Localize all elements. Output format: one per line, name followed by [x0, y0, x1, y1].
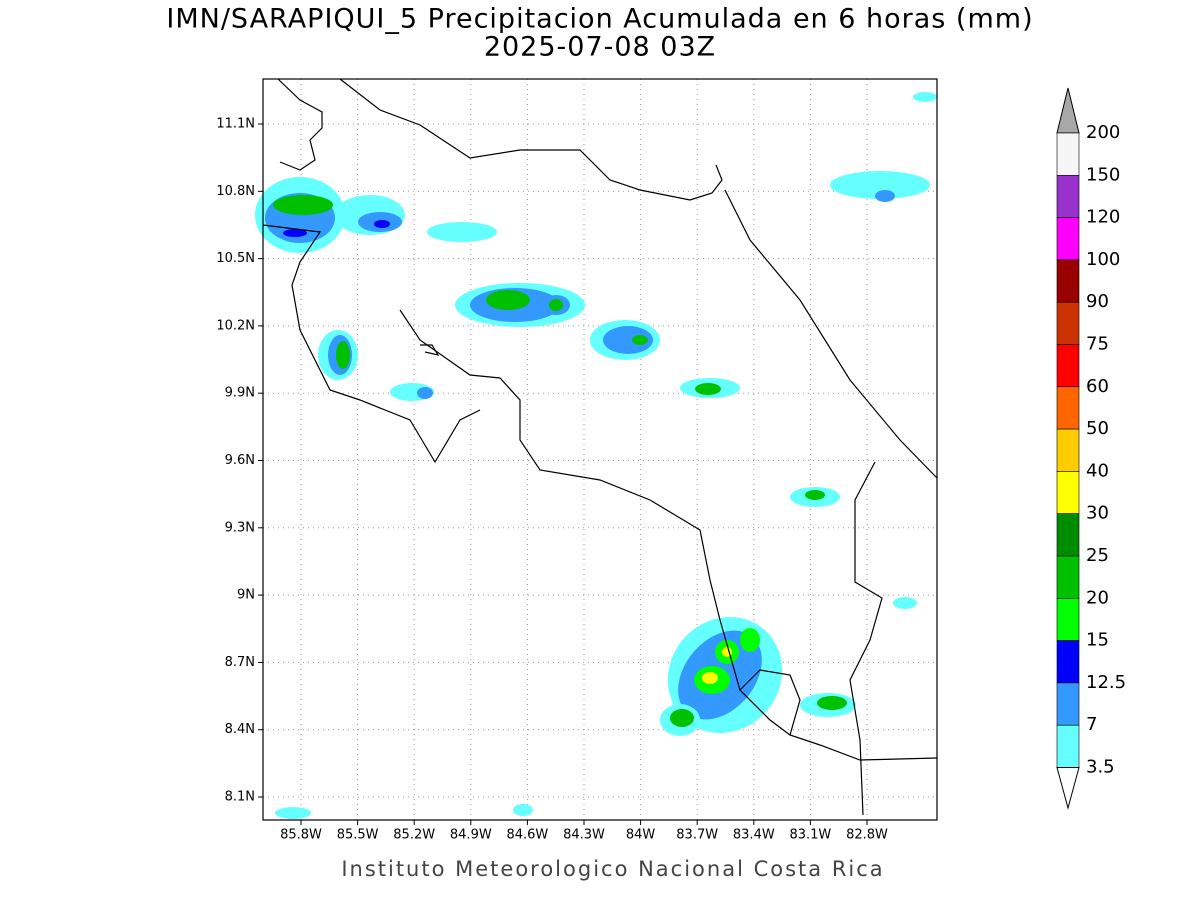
colorbar-swatch [1056, 301, 1080, 345]
colorbar-label: 200 [1086, 122, 1120, 143]
title: IMN/SARAPIQUI_5 Precipitacion Acumulada … [166, 4, 1033, 35]
colorbar-label: 3.5 [1086, 757, 1115, 778]
lon-label: 84.6W [506, 828, 548, 843]
colorbar-swatch [1056, 724, 1080, 768]
lon-label: 84.3W [563, 828, 605, 843]
colorbar-swatch [1056, 682, 1080, 726]
colorbar-label: 75 [1086, 334, 1109, 355]
colorbar-label: 30 [1086, 503, 1109, 524]
colorbar-label: 120 [1086, 207, 1120, 228]
colorbar-swatch [1056, 344, 1080, 388]
colorbar-swatch [1056, 513, 1080, 557]
colorbar-swatch [1056, 132, 1080, 176]
lat-label: 9.3N [225, 520, 255, 535]
colorbar-swatch [1056, 386, 1080, 430]
footer: Instituto Meteorologico Nacional Costa R… [341, 857, 884, 881]
colorbar-label: 100 [1086, 249, 1120, 270]
colorbar-label: 50 [1086, 418, 1109, 439]
colorbar-swatch [1056, 640, 1080, 684]
colorbar-label: 150 [1086, 164, 1120, 185]
lat-label: 8.7N [225, 655, 255, 670]
colorbar-swatch [1056, 597, 1080, 641]
lat-label: 9.6N [225, 453, 255, 468]
colorbar-swatch [1056, 471, 1080, 514]
grid: 11.1N 10.8N 10.5N 10.2N 9.9N 9.6N 9.3N 9N 8.7N 8.… [216, 79, 937, 843]
colorbar-label: 20 [1086, 587, 1109, 608]
colorbar-label: 60 [1086, 376, 1109, 397]
colorbar-label: 12.5 [1086, 672, 1126, 693]
map-frame [262, 78, 938, 821]
colorbar-over [1056, 87, 1080, 134]
lon-label: 85.5W [337, 828, 379, 843]
lat-label: 10.5N [216, 251, 255, 266]
colorbar-under [1056, 767, 1080, 810]
lat-label: 8.1N [225, 790, 255, 805]
colorbar-label: 7 [1086, 714, 1097, 735]
lon-label: 83.1W [789, 828, 831, 843]
coastlines [262, 78, 938, 816]
lon-label: 82.8W [846, 828, 888, 843]
colorbar-swatch [1056, 555, 1080, 599]
colorbar-label: 25 [1086, 545, 1109, 566]
lon-label: 85.2W [393, 828, 435, 843]
lon-label: 84.9W [450, 828, 492, 843]
lat-label: 8.4N [225, 722, 255, 737]
colorbar-swatch [1056, 217, 1080, 261]
lat-label: 11.1N [216, 117, 255, 132]
colorbar-swatch [1056, 259, 1080, 303]
lon-label: 83.7W [676, 828, 718, 843]
colorbar-swatch [1056, 428, 1080, 472]
colorbar: 200 150 120 100 90 75 60 50 40 30 25 20 15 12.5 7 3.5 [1056, 87, 1126, 810]
lon-label: 85.8W [280, 828, 322, 843]
colorbar-label: 40 [1086, 460, 1109, 481]
lat-label: 9N [237, 588, 255, 603]
lon-label: 83.4W [733, 828, 775, 843]
colorbar-swatch [1056, 175, 1080, 218]
colorbar-label: 90 [1086, 291, 1109, 312]
subtitle: 2025-07-08 03Z [484, 32, 716, 63]
lat-label: 9.9N [225, 386, 255, 401]
colorbar-label: 15 [1086, 630, 1109, 651]
lon-label: 84W [626, 828, 656, 843]
lat-label: 10.8N [216, 184, 255, 199]
lat-label: 10.2N [216, 318, 255, 333]
